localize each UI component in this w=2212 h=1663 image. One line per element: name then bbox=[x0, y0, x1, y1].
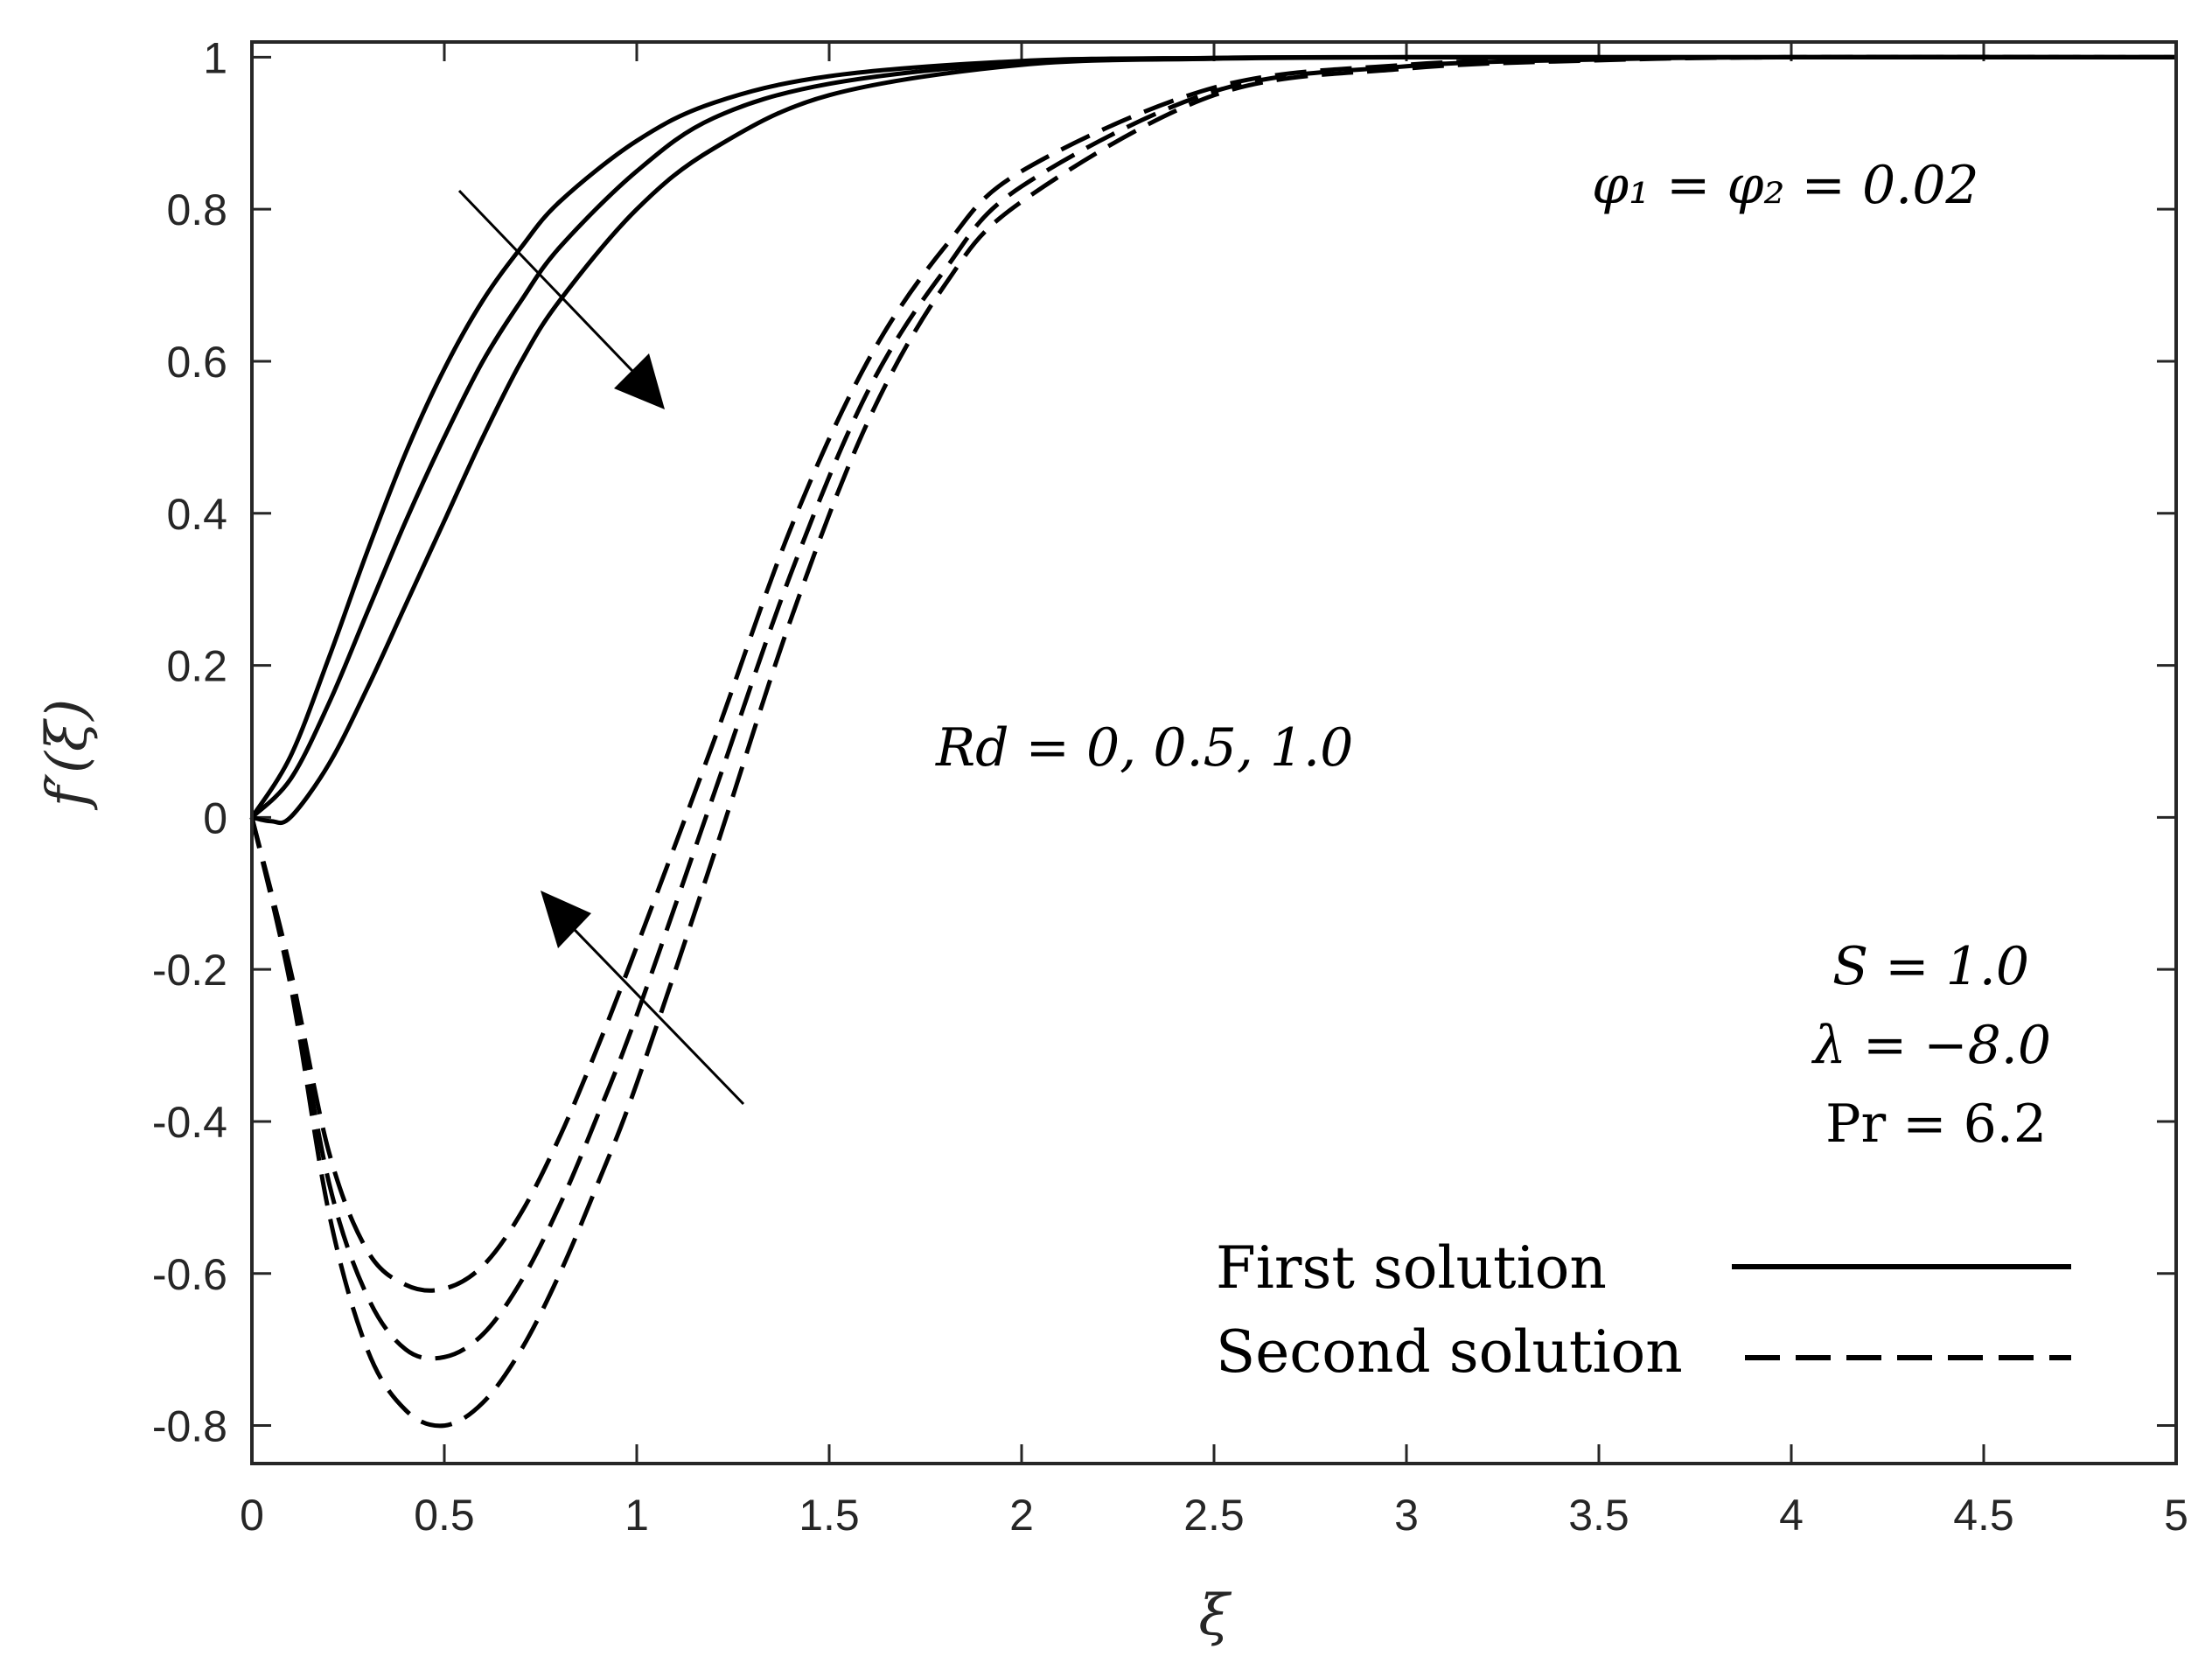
series-line-second-5 bbox=[249, 54, 2177, 1429]
annotation-rd: Rd = 0, 0.5, 1.0 bbox=[935, 717, 1353, 779]
plot-frame bbox=[250, 40, 2178, 1465]
x-tick-label: 3 bbox=[1394, 1491, 1419, 1540]
y-tick-label: -0.8 bbox=[152, 1402, 227, 1451]
y-axis-title: f′(ξ) bbox=[35, 699, 100, 810]
y-tick-label: 0.8 bbox=[166, 185, 227, 234]
x-tick-label: 2.5 bbox=[1183, 1491, 1245, 1540]
x-tick-label: 0.5 bbox=[414, 1491, 475, 1540]
x-tick-label: 3.5 bbox=[1568, 1491, 1629, 1540]
arrow-increasing-rd-second bbox=[541, 891, 745, 1106]
legend-label-second: Second solution bbox=[1216, 1318, 1683, 1386]
y-tick-label: -0.4 bbox=[152, 1098, 227, 1147]
y-tick-label: 1 bbox=[203, 33, 227, 82]
y-tick-label: 0.6 bbox=[166, 338, 227, 387]
ticks-layer: 0 0.5 1 1.5 2 2.5 3 3.5 4 4.5 5 1 0.8 0.6 0.4 0.2 0 -0.2 -… bbox=[152, 33, 2188, 1540]
y-tick-label: 0 bbox=[203, 793, 227, 842]
series-line-first-2 bbox=[251, 54, 2176, 826]
x-axis-title: ξ bbox=[1198, 1583, 1232, 1648]
annotation-pr: Pr = 6.2 bbox=[1825, 1094, 2047, 1155]
x-tick-label: 1 bbox=[625, 1491, 649, 1540]
legend: First solution Second solution bbox=[1216, 1234, 2071, 1386]
y-tick-label: 0.2 bbox=[166, 642, 227, 691]
arrow-increasing-rd-first bbox=[457, 189, 665, 409]
annotation-lambda: λ = −8.0 bbox=[1811, 1015, 2051, 1076]
series-line-second-4 bbox=[249, 54, 2177, 1361]
y-tick-label: -0.6 bbox=[152, 1250, 227, 1299]
annotation-s: S = 1.0 bbox=[1832, 936, 2029, 997]
x-tick-label: 4.5 bbox=[1953, 1491, 2014, 1540]
y-tick-label: 0.4 bbox=[166, 490, 227, 539]
x-tick-label: 0 bbox=[240, 1491, 264, 1540]
y-tick-label: -0.2 bbox=[152, 946, 227, 995]
x-tick-label: 2 bbox=[1009, 1491, 1034, 1540]
annotation-phi: φ₁ = φ₂ = 0.02 bbox=[1592, 155, 1979, 216]
x-tick-label: 4 bbox=[1779, 1491, 1804, 1540]
series-layer bbox=[249, 54, 2177, 1429]
x-tick-label: 5 bbox=[2164, 1491, 2188, 1540]
legend-label-first: First solution bbox=[1216, 1234, 1607, 1302]
x-tick-label: 1.5 bbox=[799, 1491, 860, 1540]
series-line-second-3 bbox=[249, 54, 2177, 1293]
